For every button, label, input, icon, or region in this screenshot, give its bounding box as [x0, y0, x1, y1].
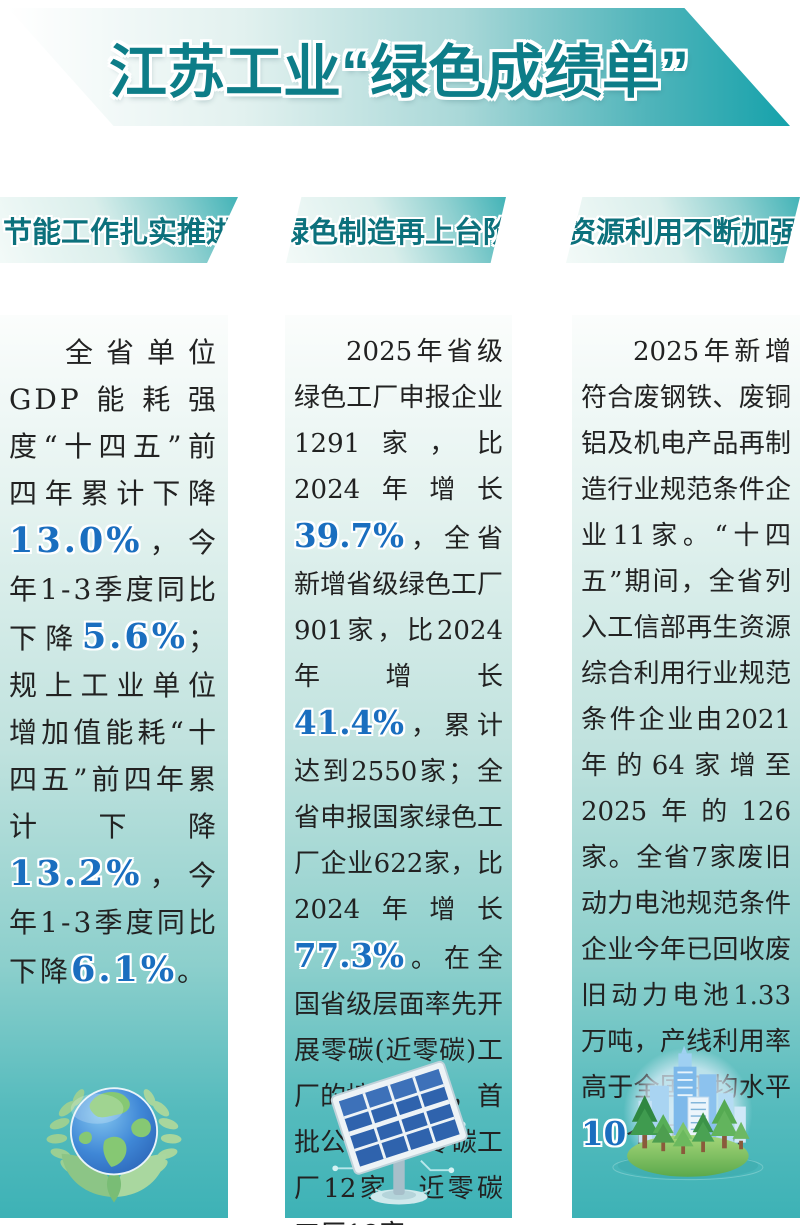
body-text-run: ；规上工业单位增加值能耗“十四五”前四年累计下降: [9, 622, 219, 843]
body-text-run: ，今年1-3季度同比下降: [9, 859, 219, 988]
section-header-label: 绿色制造再上台阶: [280, 217, 513, 249]
solar-panel-icon: [285, 1056, 512, 1214]
highlight-number: 6.1%: [71, 949, 178, 990]
highlight-number: 13.0%: [9, 520, 143, 561]
section-body-text: 全省单位GDP能耗强度“十四五”前四年累计下降13.0%，今年1-3季度同比下降…: [0, 315, 228, 995]
highlight-number: 77.3%: [294, 936, 405, 975]
page-title: 江苏工业“绿色成绩单”: [108, 40, 689, 105]
section-header-resource-utilization: 资源利用不断加强: [566, 197, 800, 263]
body-text-run: 全省单位GDP能耗强度“十四五”前四年累计下降: [9, 336, 219, 510]
body-text-run: 。: [177, 955, 209, 988]
section-column-energy-saving: 全省单位GDP能耗强度“十四五”前四年累计下降13.0%，今年1-3季度同比下降…: [0, 315, 228, 1218]
body-text-run: 2025年省级绿色工厂申报企业1291家，比2024年增长: [294, 337, 503, 505]
highlight-number: 13.2%: [9, 853, 143, 894]
section-column-resource-utilization: 2025年新增符合废钢铁、废铜铝及机电产品再制造行业规范条件企业11家。“十四五…: [572, 315, 800, 1218]
body-text-run: ，累计达到2550家；全省申报国家绿色工厂企业622家，比2024年增长: [294, 711, 503, 925]
section-header-label: 节能工作扎实推进: [2, 217, 235, 249]
green-city-icon: [572, 1042, 800, 1192]
solar-panel-graphic: [330, 1060, 468, 1205]
globe-laurel-graphic: [46, 1087, 182, 1203]
body-text-run: ，全省新增省级绿色工厂901家，比2024年增长: [294, 524, 503, 692]
highlight-number: 10: [581, 1114, 627, 1153]
section-header-green-manufacturing: 绿色制造再上台阶: [286, 197, 506, 263]
highlight-number: 41.4%: [294, 703, 405, 742]
green-city-graphic: [612, 1045, 764, 1181]
section-column-green-manufacturing: 2025年省级绿色工厂申报企业1291家，比2024年增长 39.7%，全省新增省…: [285, 315, 512, 1225]
body-text-run: ，今年1-3季度同比下降: [9, 526, 219, 655]
section-header-label: 资源利用不断加强: [566, 217, 799, 249]
section-header-energy-saving: 节能工作扎实推进: [0, 197, 238, 263]
globe-laurel-icon: [0, 1060, 228, 1210]
section-body-text: 2025年省级绿色工厂申报企业1291家，比2024年增长 39.7%，全省新增省…: [285, 315, 512, 1225]
body-text-run: 2025年新增符合废钢铁、废铜铝及机电产品再制造行业规范条件企业11家。“十四五…: [581, 337, 791, 1103]
section-body-text: 2025年新增符合废钢铁、废铜铝及机电产品再制造行业规范条件企业11家。“十四五…: [572, 315, 800, 1160]
title-banner: 江苏工业“绿色成绩单”: [8, 8, 790, 126]
highlight-number: 5.6%: [81, 616, 188, 657]
highlight-number: 39.7%: [294, 516, 405, 555]
